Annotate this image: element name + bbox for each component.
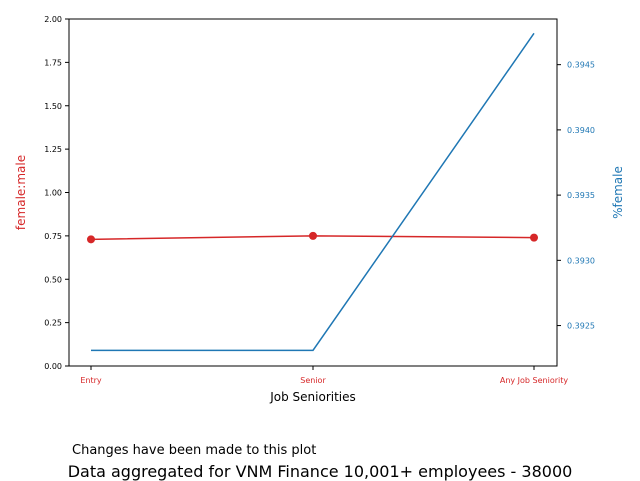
x-axis-label: Job Seniorities — [269, 390, 356, 404]
series-line-right — [91, 32, 535, 352]
x-axis-ticks: Entry Senior Any Job Seniority — [80, 366, 568, 385]
left-tick-label: 0.25 — [44, 319, 62, 328]
plot-note: Changes have been made to this plot — [72, 443, 317, 458]
right-axis-ticks: 0.3925 0.3930 0.3935 0.3940 0.3945 — [557, 61, 595, 331]
left-axis-label: female:male — [14, 155, 28, 230]
right-tick-label: 0.3925 — [567, 322, 595, 331]
left-tick-label: 0.50 — [44, 275, 62, 284]
left-tick-label: 0.00 — [44, 362, 62, 371]
left-tick-label: 2.00 — [44, 15, 62, 24]
left-axis-ticks: 0.00 0.25 0.50 0.75 1.00 1.25 1.50 1.75 2.00 — [44, 15, 69, 371]
left-tick-label: 1.25 — [44, 145, 62, 154]
right-tick-label: 0.3930 — [567, 256, 595, 265]
footer-caption: Data aggregated for VNM Finance 10,001+ … — [67, 462, 573, 481]
right-tick-label: 0.3940 — [567, 126, 595, 135]
left-tick-label: 1.75 — [44, 58, 62, 67]
right-axis-label: %female — [611, 166, 625, 219]
plot-frame — [68, 18, 558, 367]
left-tick-label: 1.50 — [44, 102, 62, 111]
left-tick-label: 1.00 — [44, 189, 62, 198]
x-tick-label: Entry — [80, 376, 102, 385]
left-tick-label: 0.75 — [44, 232, 62, 241]
right-tick-label: 0.3945 — [567, 61, 595, 70]
x-tick-label: Any Job Seniority — [500, 376, 569, 385]
x-tick-label: Senior — [300, 376, 326, 385]
data-point — [309, 231, 317, 240]
series-layer — [87, 32, 538, 352]
data-point — [87, 235, 95, 244]
data-point — [530, 233, 538, 242]
right-tick-label: 0.3935 — [567, 191, 595, 200]
